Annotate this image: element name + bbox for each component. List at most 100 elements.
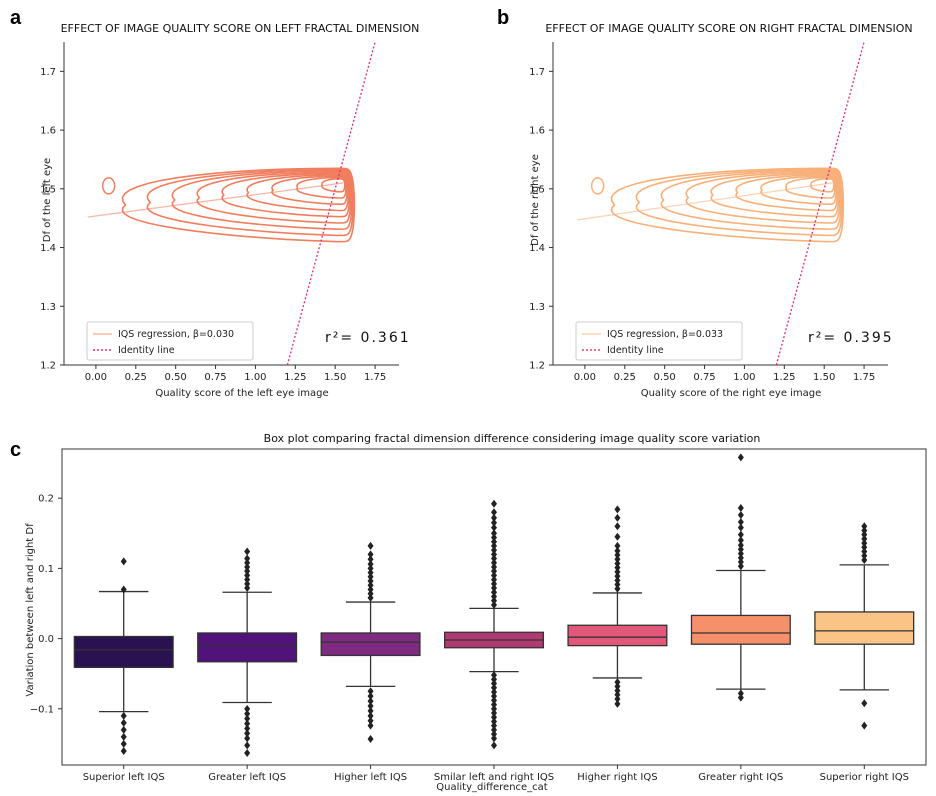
outlier-point (737, 562, 744, 571)
outlier-point (614, 559, 621, 568)
panel-c: c Box plot comparing fractal dimension d… (10, 432, 927, 793)
outlier-point (244, 709, 251, 718)
outlier-point (491, 600, 497, 609)
outlier-point (614, 567, 621, 576)
x-tick-label: 1.75 (364, 372, 386, 383)
x-tick-label: 0.75 (693, 372, 715, 383)
kde-contour-line (735, 174, 839, 212)
outlier-point (367, 702, 374, 711)
outlier-point (737, 545, 744, 554)
box-iqr (567, 624, 668, 647)
y-tick-label: 1.5 (529, 184, 545, 195)
outlier-point (491, 687, 497, 696)
outlier-point (614, 576, 621, 585)
box-iqr (320, 632, 421, 657)
outlier-point (367, 564, 374, 573)
outlier-point (367, 581, 374, 590)
y-tick-label: 1.7 (529, 67, 545, 78)
y-tick-label: 1.4 (40, 243, 56, 254)
outlier-point (737, 553, 744, 562)
outlier-point (120, 557, 127, 566)
x-tick-label: 1.25 (284, 372, 306, 383)
x-tick-label: 1.75 (853, 372, 875, 383)
outlier-point (861, 547, 868, 556)
kde-contour-line (146, 168, 354, 237)
outlier-point (491, 704, 497, 713)
outlier-point (614, 532, 621, 541)
outlier-point (491, 575, 497, 584)
kde-contour-line (246, 174, 350, 212)
x-tick-label: 0.00 (574, 372, 596, 383)
panel-a-title: EFFECT OF IMAGE QUALITY SCORE ON LEFT FR… (61, 22, 420, 35)
panel-b-ylabel: Df of the right eye (530, 154, 541, 246)
panel-b-legend-regression: IQS regression, β=0.033 (607, 329, 723, 340)
panel-a-letter: a (10, 7, 22, 29)
outlier-point (244, 547, 251, 556)
outlier-point (244, 714, 251, 723)
outlier-point (491, 671, 497, 680)
outlier-point (367, 706, 374, 715)
outlier-point (737, 511, 744, 520)
outlier-point (614, 699, 621, 708)
outlier-point (244, 719, 251, 728)
outlier-point (367, 721, 374, 730)
panel-a-legend-box (86, 321, 254, 361)
outlier-point (491, 546, 497, 555)
outlier-point (367, 687, 374, 696)
outlier-point (861, 555, 868, 564)
panel-c-xlabel: Quality_difference_cat (436, 782, 548, 793)
outlier-point (614, 690, 621, 699)
x-tick-label: 1.00 (733, 372, 755, 383)
outlier-point (861, 721, 868, 730)
outlier-point (861, 526, 868, 535)
outlier-point (614, 541, 621, 550)
outlier-point (120, 739, 127, 748)
outlier-point (737, 518, 744, 527)
kde-contour-island (101, 177, 116, 195)
panel-b-xlabel: Quality score of the right eye image (641, 388, 822, 399)
regression-line (87, 182, 344, 218)
panel-b-legend: IQS regression, β=0.033 Identity line (575, 321, 743, 361)
panel-b-legend-identity: Identity line (607, 345, 664, 356)
outlier-point (367, 589, 374, 598)
outlier-point (861, 551, 868, 560)
outlier-point (737, 693, 744, 702)
outlier-point (244, 558, 251, 567)
outlier-point (491, 692, 497, 701)
x-tick-label: Superior right IQS (820, 772, 909, 783)
kde-contour-line (121, 167, 356, 243)
outlier-point (491, 725, 497, 734)
outlier-point (737, 549, 744, 558)
y-tick-label: 1.3 (529, 302, 545, 313)
outlier-point (614, 682, 621, 691)
outlier-point (244, 584, 251, 593)
outlier-point (367, 541, 374, 550)
outlier-point (244, 571, 251, 580)
box-iqr (197, 632, 298, 663)
outlier-point (861, 543, 868, 552)
y-tick-label: 1.3 (40, 302, 56, 313)
panel-a-ylabel: Df of the left eye (42, 158, 53, 242)
panel-c-title: Box plot comparing fractal dimension dif… (264, 432, 761, 445)
panel-b-plot-area: 1.2 1.3 1.4 1.5 1.6 1.7 0.00 0.25 0.50 0.75 1.00 1.… (529, 41, 888, 383)
x-tick-label: Superior left IQS (83, 772, 165, 783)
outlier-point (244, 704, 251, 713)
kde-contour-line (610, 167, 845, 243)
outlier-point (737, 689, 744, 698)
outlier-point (491, 683, 497, 692)
outlier-point (244, 567, 251, 576)
outlier-point (367, 568, 374, 577)
outlier-point (614, 551, 621, 560)
outlier-point (737, 453, 744, 462)
kde-contour-line (660, 170, 842, 231)
outlier-point (491, 567, 497, 576)
outlier-point (614, 555, 621, 564)
outlier-point (491, 713, 497, 722)
panel-a-xlabel: Quality score of the left eye image (155, 388, 328, 399)
outlier-point (367, 593, 374, 602)
panel-b-letter: b (497, 7, 509, 29)
outlier-point (244, 579, 251, 588)
outlier-point (614, 563, 621, 572)
x-tick-label: 0.00 (85, 372, 107, 383)
outlier-point (120, 718, 127, 727)
